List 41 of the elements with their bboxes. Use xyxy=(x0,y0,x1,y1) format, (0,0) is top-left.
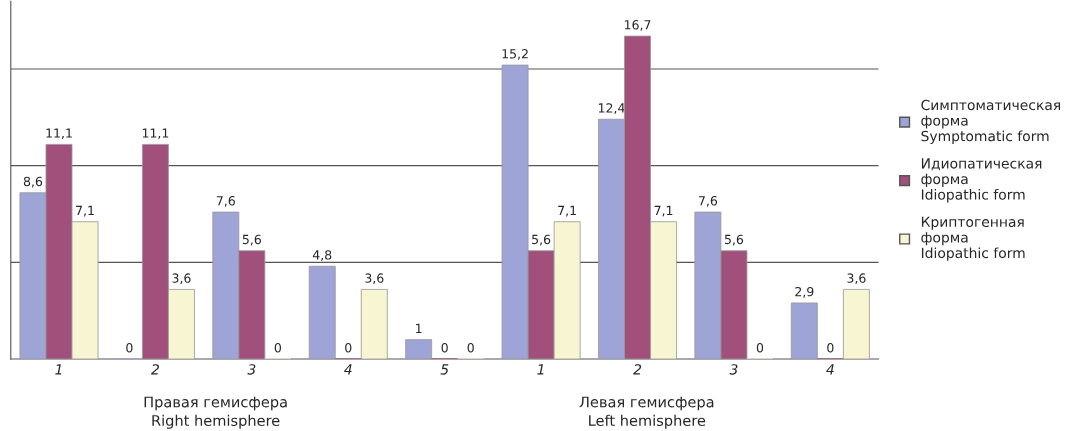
data-label: 3,6 xyxy=(847,273,866,285)
data-label: 16,7 xyxy=(624,20,651,31)
data-label: 3,6 xyxy=(172,273,191,285)
x-tick-label: 4 xyxy=(826,364,834,375)
legend-label: Идиопатическая форма Idiopathic form xyxy=(921,158,1042,203)
x-tick-label: 1 xyxy=(537,364,544,375)
data-label: 4,8 xyxy=(312,250,332,261)
x-tick-label: 5 xyxy=(440,364,449,375)
data-label: 2,9 xyxy=(795,286,814,298)
data-label: 0 xyxy=(756,342,764,353)
data-label: 7,6 xyxy=(698,196,718,207)
data-label: 7,1 xyxy=(654,205,673,217)
data-label: 7,6 xyxy=(216,196,235,207)
data-label: 8,6 xyxy=(23,176,43,188)
data-label: 5,6 xyxy=(532,234,551,246)
data-label: 0 xyxy=(274,342,282,353)
data-label: 0 xyxy=(467,342,474,353)
x-tick-label: 3 xyxy=(247,364,256,375)
data-label: 7,1 xyxy=(76,205,94,217)
data-label: 7,1 xyxy=(558,205,576,217)
data-label: 0 xyxy=(126,342,133,353)
x-tick-label: 2 xyxy=(151,364,159,375)
text: Левая гемисфера Left hemisphere xyxy=(579,396,714,429)
data-label: 11,1 xyxy=(46,128,72,140)
data-label: 5,6 xyxy=(724,234,744,246)
data-label: 5,6 xyxy=(242,234,261,246)
legend-label: Криптогенная форма Idiopathic form xyxy=(921,216,1025,261)
data-label: 0 xyxy=(441,342,448,353)
data-label: 12,4 xyxy=(598,103,625,114)
data-label: 0 xyxy=(345,342,352,353)
x-tick-label: 3 xyxy=(729,364,738,375)
text: Правая гемисфера Right hemisphere xyxy=(144,396,287,429)
data-label: 1 xyxy=(416,323,422,333)
x-tick-label: 1 xyxy=(55,364,62,375)
data-label: 11,1 xyxy=(142,128,169,140)
x-tick-label: 4 xyxy=(344,364,352,375)
data-label: 15,2 xyxy=(502,49,528,60)
legend-label: Симптоматическая форма Symptomatic form xyxy=(921,99,1061,144)
data-label: 3,6 xyxy=(365,273,384,285)
x-tick-label: 2 xyxy=(633,364,642,375)
data-label: 0 xyxy=(827,342,834,353)
